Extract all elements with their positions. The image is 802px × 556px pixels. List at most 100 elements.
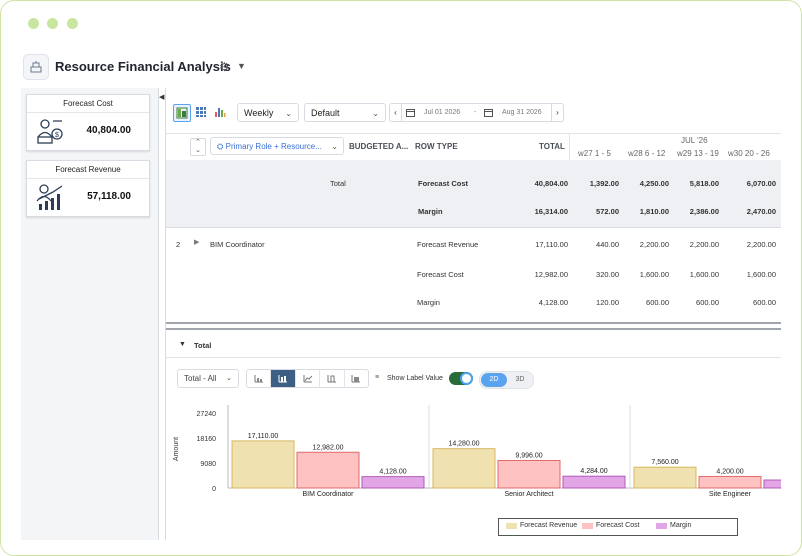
legend-item[interactable]: Forecast Cost	[582, 522, 640, 529]
week-value: 1,600.00	[689, 270, 719, 279]
chart-view-button[interactable]	[212, 104, 228, 120]
chart-section-header[interactable]: ▼ Total	[166, 335, 781, 358]
column-row-type[interactable]: ROW TYPE	[415, 142, 458, 151]
legend-item[interactable]: Forecast Revenue	[506, 522, 577, 529]
toggle-knob	[462, 374, 471, 383]
expand-icon[interactable]: ▶	[194, 239, 200, 246]
kpi-card-forecast-cost[interactable]: Forecast Cost $ 40,804.00	[26, 94, 150, 151]
week-header[interactable]: w30 20 - 26	[728, 149, 770, 158]
chevron-down-icon: ⌄	[285, 109, 292, 118]
group-name[interactable]: BIM Coordinator	[210, 240, 265, 249]
row-type: Forecast Cost	[418, 179, 469, 188]
bar	[432, 448, 496, 489]
chart-filter-select[interactable]: Total - All ⌄	[177, 369, 239, 388]
mode-3d-button[interactable]: 3D	[515, 376, 525, 383]
kpi-card-forecast-revenue[interactable]: Forecast Revenue 57,118.00	[26, 160, 150, 217]
gear-icon[interactable]: ⚙	[219, 60, 230, 74]
next-range-icon[interactable]: ›	[551, 104, 563, 121]
bar	[231, 440, 295, 489]
splitter[interactable]	[166, 322, 781, 324]
legend-swatch	[506, 522, 517, 529]
week-value: 440.00	[596, 240, 619, 249]
date-from[interactable]: Jul 01 2026	[424, 109, 461, 116]
grid-view-button[interactable]	[193, 104, 209, 120]
bar-chart-icon	[215, 108, 226, 117]
chart-legend: Forecast Revenue Forecast Cost Margin	[498, 518, 738, 536]
week-value: 5,818.00	[689, 179, 719, 188]
pivot-view-button[interactable]	[173, 104, 191, 122]
total-rows: Total Forecast Cost 40,804.00 1,392.00 4…	[166, 160, 781, 228]
stacked-chart-button[interactable]	[320, 370, 345, 387]
column-chart-icon	[351, 375, 361, 383]
week-header[interactable]: w27 1 - 5	[578, 149, 611, 158]
group-by-select[interactable]: ⛭ Primary Role + Resource... ⌄	[210, 137, 344, 155]
total-value: 16,314.00	[534, 207, 568, 216]
page-title: Resource Financial Analysis	[55, 59, 231, 74]
window-dot	[47, 18, 58, 29]
column-total[interactable]: TOTAL	[539, 142, 565, 151]
month-header: JUL '26	[681, 136, 708, 145]
line-chart-button[interactable]	[296, 370, 321, 387]
week-value: 120.00	[596, 298, 619, 307]
week-header[interactable]: w29 13 - 19	[677, 149, 719, 158]
caret-down-icon[interactable]: ▼	[237, 61, 246, 71]
kpi-value: 57,118.00	[87, 191, 131, 202]
data-label: 4,284.00	[580, 468, 607, 475]
data-label: 4,128.00	[379, 469, 406, 476]
previous-range-icon[interactable]: ‹	[390, 104, 402, 121]
data-label: 7,560.00	[651, 459, 678, 466]
kpi-value: 40,804.00	[86, 125, 132, 136]
legend-swatch	[656, 522, 667, 529]
bar	[562, 475, 626, 489]
category-label: BIM Coordinator	[303, 491, 355, 498]
y-tick-label: 9080	[200, 461, 216, 468]
week-value: 572.00	[596, 207, 619, 216]
data-label: 12,982.00	[312, 444, 343, 451]
bar-chart-button[interactable]	[271, 370, 296, 387]
week-value: 1,600.00	[639, 270, 669, 279]
week-value: 6,070.00	[746, 179, 776, 188]
week-header[interactable]: w28 6 - 12	[628, 149, 666, 158]
section-title: Total	[194, 341, 212, 350]
data-label: 14,280.00	[448, 441, 479, 448]
splitter[interactable]	[166, 328, 781, 330]
date-to[interactable]: Aug 31 2026	[502, 109, 542, 116]
row-type: Forecast Cost	[417, 270, 464, 279]
column-chart-button[interactable]	[345, 370, 368, 387]
week-value: 2,200.00	[639, 240, 669, 249]
legend-label: Forecast Revenue	[520, 522, 578, 529]
collapse-panel-icon[interactable]: ◀	[159, 94, 165, 101]
period-select[interactable]: Weekly ⌄	[237, 103, 299, 122]
total-label: Total	[330, 179, 346, 188]
data-label: 4,200.00	[716, 468, 743, 475]
report-icon	[23, 54, 49, 80]
legend-item[interactable]: Margin	[656, 522, 691, 529]
engineer-growth-chart-icon	[35, 183, 65, 211]
show-label-toggle[interactable]	[449, 372, 473, 385]
engineer-money-icon: $	[35, 117, 65, 145]
view-select[interactable]: Default ⌄	[304, 103, 386, 122]
legend-label: Margin	[670, 522, 692, 529]
group-count: 2	[176, 240, 181, 249]
total-value: 40,804.00	[534, 179, 568, 188]
collapse-icon[interactable]: ▼	[179, 341, 186, 348]
divider	[165, 88, 166, 540]
date-range-picker[interactable]: ‹ Jul 01 2026 - Aug 31 2026 ›	[389, 103, 564, 122]
dimension-toggle[interactable]: 2D 3D	[479, 371, 534, 389]
window-dot	[28, 18, 39, 29]
mode-2d-button[interactable]: 2D	[481, 373, 507, 387]
kpi-panel: Forecast Cost $ 40,804.00 Forecast Reven…	[21, 88, 159, 540]
bar	[296, 451, 360, 489]
column-budgeted[interactable]: BUDGETED A...	[349, 142, 409, 151]
bar	[361, 476, 425, 489]
y-tick-label: 27240	[197, 411, 217, 418]
bar	[497, 459, 561, 489]
area-chart-button[interactable]	[247, 370, 272, 387]
row-type: Forecast Revenue	[417, 240, 479, 249]
sort-icon[interactable]: ⌃ ⌄	[190, 138, 206, 156]
hierarchy-icon: ⛭	[217, 142, 224, 151]
week-value: 2,200.00	[689, 240, 719, 249]
chart-type-group	[246, 369, 369, 388]
total-value: 12,982.00	[534, 270, 568, 279]
total-value: 17,110.00	[535, 240, 568, 249]
